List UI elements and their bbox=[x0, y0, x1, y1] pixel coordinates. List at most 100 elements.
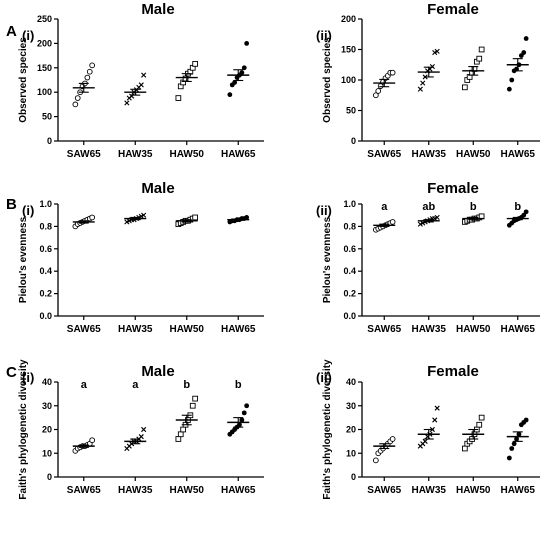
panel-letter-c: C bbox=[6, 364, 17, 381]
y-tick-label: 250 bbox=[37, 14, 52, 24]
y-tick-label: 0 bbox=[47, 136, 52, 146]
chart-panel: (ii) Female 0 10 20 30 40 Faith's phylogenetic … bbox=[316, 359, 540, 500]
data-point bbox=[227, 92, 233, 98]
x-tick-label: HAW65 bbox=[501, 324, 536, 335]
chart-panel: (ii) Female 0.0 0.2 0.4 0.6 0.8 1.0 Pielou's eve… bbox=[316, 180, 540, 335]
y-tick-label: 0.4 bbox=[343, 266, 356, 276]
significance-label: a bbox=[381, 201, 388, 213]
chart-title: Female bbox=[427, 180, 479, 197]
y-tick-label: 0.0 bbox=[343, 311, 356, 321]
y-axis-label: Pielou's evenness bbox=[322, 216, 333, 303]
y-tick-label: 10 bbox=[42, 448, 52, 458]
x-tick-label: SAW65 bbox=[367, 324, 401, 335]
y-tick-label: 0.8 bbox=[39, 221, 52, 231]
y-tick-label: 0.6 bbox=[39, 244, 52, 254]
y-tick-label: 200 bbox=[37, 38, 52, 48]
significance-label: b bbox=[514, 201, 521, 213]
y-tick-label: 0.2 bbox=[343, 289, 356, 299]
panel-roman-label: (ii) bbox=[316, 203, 332, 218]
data-point bbox=[389, 69, 396, 76]
x-tick-label: SAW65 bbox=[67, 485, 101, 496]
y-axis-label: Faith's phylogenetic diversity bbox=[18, 359, 29, 500]
data-point bbox=[434, 405, 440, 411]
chart-panel: (i) Male 0.0 0.2 0.4 0.6 0.8 1.0 Pielou's evenne… bbox=[18, 180, 264, 335]
significance-label: b bbox=[235, 379, 242, 391]
data-point bbox=[422, 438, 428, 444]
data-point bbox=[521, 212, 527, 218]
data-point bbox=[420, 80, 426, 86]
data-point bbox=[511, 441, 517, 447]
data-point bbox=[523, 36, 529, 41]
data-point bbox=[89, 214, 96, 221]
data-point bbox=[244, 215, 250, 220]
chart-panel: (ii) Female 0 50 100 150 200 Observed species SA… bbox=[316, 1, 540, 160]
x-tick-label: HAW35 bbox=[118, 149, 153, 160]
x-tick-label: SAW65 bbox=[367, 485, 401, 496]
data-point bbox=[506, 86, 512, 92]
data-point bbox=[373, 457, 379, 464]
x-tick-label: HAW50 bbox=[456, 485, 491, 496]
data-point bbox=[432, 417, 438, 423]
y-axis-label: Faith's phylogenetic diversity bbox=[322, 359, 333, 500]
data-point bbox=[389, 436, 396, 442]
x-tick-label: HAW65 bbox=[221, 324, 256, 335]
data-point bbox=[241, 410, 247, 416]
data-point bbox=[74, 95, 81, 101]
y-tick-label: 0 bbox=[351, 472, 356, 482]
y-tick-label: 30 bbox=[346, 401, 356, 411]
x-tick-label: HAW50 bbox=[170, 485, 205, 496]
data-point bbox=[72, 101, 79, 108]
data-point bbox=[429, 63, 435, 70]
x-tick-label: HAW50 bbox=[456, 149, 491, 160]
y-tick-label: 0.6 bbox=[343, 244, 356, 254]
y-tick-label: 10 bbox=[346, 448, 356, 458]
x-tick-label: HAW50 bbox=[170, 324, 205, 335]
data-point bbox=[192, 214, 199, 221]
panel-letter-a: A bbox=[6, 23, 17, 40]
chart-title: Female bbox=[427, 1, 479, 18]
data-point bbox=[189, 402, 196, 409]
chart-title: Male bbox=[141, 1, 174, 18]
x-tick-label: HAW35 bbox=[412, 324, 447, 335]
data-point bbox=[129, 93, 135, 99]
data-point bbox=[192, 395, 199, 402]
data-point bbox=[175, 95, 182, 101]
data-point bbox=[89, 62, 96, 69]
x-tick-label: HAW65 bbox=[501, 485, 536, 496]
data-point bbox=[434, 48, 440, 54]
significance-label: b bbox=[183, 379, 190, 391]
y-tick-label: 0 bbox=[47, 472, 52, 482]
y-tick-label: 50 bbox=[346, 106, 356, 116]
y-tick-label: 20 bbox=[346, 425, 356, 435]
data-point bbox=[138, 434, 144, 440]
data-point bbox=[141, 212, 147, 218]
data-point bbox=[523, 209, 529, 215]
data-point bbox=[462, 84, 468, 91]
panel-roman-label: (ii) bbox=[316, 370, 332, 385]
data-point bbox=[239, 417, 245, 423]
data-point bbox=[476, 421, 483, 428]
y-tick-label: 100 bbox=[37, 87, 52, 97]
data-point bbox=[138, 82, 144, 88]
chart-title: Male bbox=[141, 363, 174, 380]
y-tick-label: 20 bbox=[42, 425, 52, 435]
data-point bbox=[244, 403, 250, 409]
chart-panel: (i) Male 0 10 20 30 40 Faith's phylogenetic div… bbox=[18, 359, 264, 500]
chart-title: Male bbox=[141, 180, 174, 197]
y-tick-label: 1.0 bbox=[39, 199, 52, 209]
panel-letter-b: B bbox=[6, 196, 17, 213]
data-point bbox=[434, 214, 440, 221]
data-point bbox=[141, 72, 147, 78]
x-tick-label: HAW65 bbox=[501, 149, 536, 160]
panel-roman-label: (ii) bbox=[316, 28, 332, 43]
y-tick-label: 100 bbox=[341, 75, 356, 85]
significance-label: a bbox=[81, 379, 88, 391]
data-point bbox=[462, 445, 468, 452]
data-point bbox=[180, 426, 187, 433]
y-tick-label: 0.0 bbox=[39, 311, 52, 321]
y-tick-label: 150 bbox=[37, 63, 52, 73]
significance-label: a bbox=[132, 379, 139, 391]
x-tick-label: SAW65 bbox=[67, 324, 101, 335]
